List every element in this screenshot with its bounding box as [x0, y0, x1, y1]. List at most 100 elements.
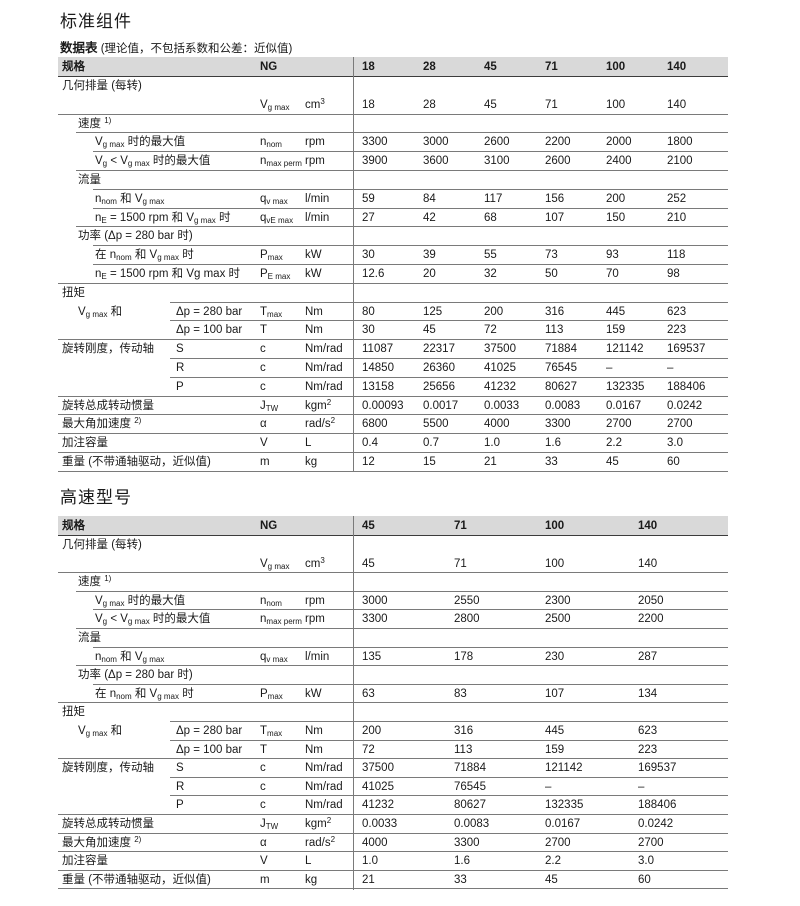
row-divider: [93, 207, 728, 209]
row-label: nnom 和 Vg max: [95, 192, 165, 206]
row-value: 188406: [638, 799, 677, 812]
row-unit: kg: [305, 873, 318, 886]
table-row: 流量: [58, 629, 728, 648]
row-value: 3300: [362, 613, 388, 626]
row-divider: [170, 376, 728, 378]
header-spec-label: 规格: [62, 520, 85, 532]
row-value: 4000: [484, 418, 510, 431]
row-value: 55: [484, 249, 497, 262]
table-row: 几何排量 (每转): [58, 536, 728, 555]
row-symbol: c: [260, 799, 266, 812]
row-symbol: nnom: [260, 136, 282, 150]
table-row: 速度 1): [58, 573, 728, 592]
row-value: 623: [667, 305, 687, 318]
row-value: 0.0083: [545, 399, 581, 412]
row-value: 50: [545, 267, 558, 280]
header-ng-label: NG: [260, 61, 278, 73]
row-value: 0.0242: [667, 399, 703, 412]
row-value: 3000: [423, 136, 449, 149]
row-symbol: c: [260, 343, 266, 356]
row-value: 3.0: [638, 855, 654, 868]
row-label: 功率 (Δp = 280 bar 时): [78, 669, 193, 682]
row-value: 71884: [545, 343, 577, 356]
row-unit: rad/s2: [305, 834, 336, 849]
row-value: 134: [638, 687, 658, 700]
row-unit: l/min: [305, 650, 330, 663]
row-value: 27: [362, 211, 375, 224]
row-symbol: c: [260, 380, 266, 393]
row-value: 2050: [638, 594, 664, 607]
row-label: 速度 1): [78, 115, 112, 130]
row-value: 3600: [423, 155, 449, 168]
table-column-divider: [353, 57, 354, 472]
row-value: 200: [484, 305, 504, 318]
table-row: Vg < Vg max 时的最大值 nmax perm rpm 3300 2800 250…: [58, 610, 728, 629]
row-value: 156: [545, 192, 565, 205]
row-label: 加注容量: [62, 437, 108, 450]
subtitle-datatable-label: 数据表: [60, 41, 98, 55]
row-value: 223: [667, 324, 687, 337]
row-divider: [93, 646, 728, 648]
row-value: 1800: [667, 136, 693, 149]
table-row: 加注容量 V L 0.4 0.7 1.0 1.6 2.2 3.0: [58, 434, 728, 453]
table-row: 旋转总成转动惯量 JTW kgm2 0.00093 0.0017 0.0033 0.0083…: [58, 397, 728, 416]
row-divider: [93, 683, 728, 685]
row-divider: [58, 395, 728, 397]
row-unit: rad/s2: [305, 416, 336, 431]
row-value: 45: [545, 873, 558, 886]
row-value: 113: [545, 324, 564, 337]
row-label: 旋转总成转动惯量: [62, 399, 154, 412]
row-value: 45: [362, 557, 375, 570]
row-label: Vg < Vg max 时的最大值: [95, 613, 211, 627]
row-value: –: [638, 780, 645, 793]
row-divider: [93, 188, 728, 190]
row-divider: [170, 739, 728, 741]
header-size-value: 71: [545, 61, 558, 73]
row-value: 71: [545, 98, 558, 111]
row-value: 93: [606, 249, 619, 262]
row-symbol: nmax perm: [260, 613, 302, 627]
row-value: 41025: [362, 780, 394, 793]
row-value: 107: [545, 687, 565, 700]
row-value: 83: [454, 687, 467, 700]
row-divider: [58, 758, 728, 760]
row-sublabel: S: [176, 762, 184, 775]
row-value: 1.6: [454, 855, 470, 868]
row-value: 107: [545, 211, 565, 224]
row-value: 84: [423, 192, 436, 205]
row-value: 230: [545, 650, 565, 663]
row-divider: [76, 590, 728, 592]
table-row: 加注容量 V L 1.0 1.6 2.2 3.0: [58, 852, 728, 871]
row-symbol: Pmax: [260, 687, 283, 701]
row-value: 3000: [362, 594, 388, 607]
row-symbol: V: [260, 437, 268, 450]
row-value: 20: [423, 267, 436, 280]
table-row: Δp = 100 bar T Nm 30 45 72 113 159 223: [58, 321, 728, 341]
row-value: 45: [606, 455, 619, 468]
row-value: 3300: [454, 836, 480, 849]
row-value: 2600: [484, 136, 510, 149]
row-value: 59: [362, 192, 375, 205]
standard-components-table: 规格 NG 18 28 45 71 100 140 几何排量 (每转) Vg max cm3 18 28…: [58, 57, 728, 472]
row-value: 223: [638, 743, 658, 756]
row-value: 316: [454, 724, 474, 737]
row-value: 39: [423, 249, 436, 262]
row-value: 12.6: [362, 267, 385, 280]
row-unit: Nm/rad: [305, 762, 343, 775]
row-value: 2200: [545, 136, 571, 149]
row-divider: [58, 888, 728, 890]
row-value: 32: [484, 267, 497, 280]
row-label: 功率 (Δp = 280 bar 时): [78, 230, 193, 243]
datasheet-subtitle: 数据表 (理论值，不包括系数和公差：近似值): [60, 37, 292, 56]
row-divider: [58, 813, 728, 815]
table-row: nnom 和 Vg max qv max l/min 59 84 117 156 200 252: [58, 190, 728, 209]
table-row: 重量 (不带通轴驱动，近似值) m kg 12 15 21 33 45 60: [58, 453, 728, 472]
row-unit: kgm2: [305, 815, 332, 830]
row-value: 33: [454, 873, 467, 886]
row-label: nE = 1500 rpm 和 Vg max 时: [95, 211, 231, 225]
row-value: 80: [362, 305, 375, 318]
row-value: 2800: [454, 613, 480, 626]
row-label: 重量 (不带通轴驱动，近似值): [62, 873, 211, 886]
row-value: 2.2: [545, 855, 561, 868]
